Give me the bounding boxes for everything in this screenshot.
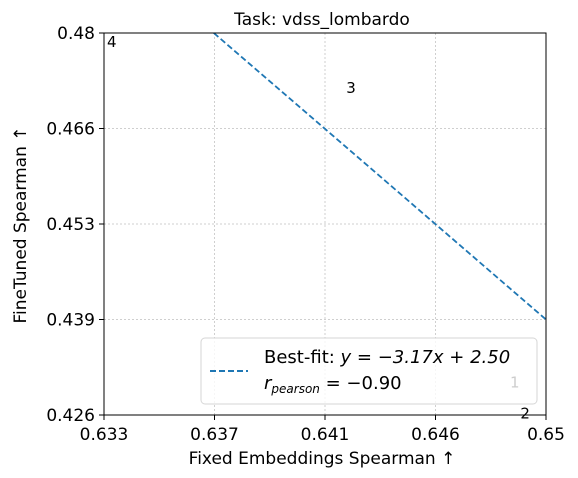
legend-r-symbol: r: [264, 373, 273, 394]
y-tick-label: 0.426: [46, 406, 95, 426]
y-tick-label: 0.453: [46, 215, 95, 235]
legend-r-subscript: pearson: [270, 382, 320, 396]
legend-line-1: Best-fit: y = −3.17x + 2.50: [264, 347, 510, 368]
point-label: 2: [520, 405, 530, 423]
point-label: 3: [346, 79, 356, 97]
y-tick-label: 0.48: [57, 24, 95, 44]
fit-line: [213, 32, 547, 321]
legend-line-2: rpearson = −0.90: [264, 373, 402, 396]
legend-box: [200, 337, 538, 405]
y-tick-label: 0.439: [46, 311, 95, 331]
point-label: 4: [107, 33, 117, 51]
x-tick-label: 0.641: [301, 425, 350, 445]
legend-r-value: = −0.90: [320, 373, 402, 394]
legend: Best-fit: y = −3.17x + 2.50 rpearson = −…: [200, 337, 538, 405]
ticks-layer: 0.633 0.637 0.641 0.646 0.65 0.426 0.439 0.453 0…: [46, 24, 565, 445]
x-axis-label: Fixed Embeddings Spearman ↑: [189, 449, 456, 469]
x-tick-label: 0.637: [190, 425, 239, 445]
x-tick-label: 0.633: [80, 425, 129, 445]
legend-fit-equation: y = −3.17x + 2.50: [340, 347, 511, 368]
fit-line-layer: [213, 32, 547, 321]
x-tick-label: 0.65: [527, 425, 565, 445]
y-axis-label: FineTuned Spearman ↑: [11, 126, 31, 323]
x-tick-label: 0.646: [411, 425, 460, 445]
y-tick-label: 0.466: [46, 120, 95, 140]
legend-fit-prefix: Best-fit:: [264, 347, 341, 368]
chart-title: Task: vdss_lombardo: [233, 10, 410, 30]
